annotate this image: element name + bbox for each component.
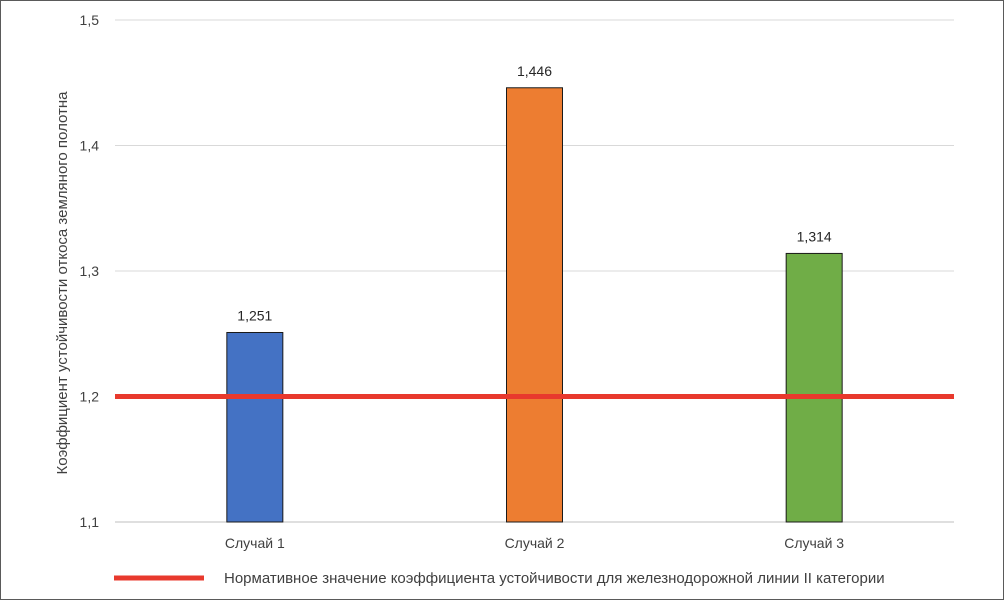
data-label: 1,314 [797,228,832,244]
bar [226,331,284,523]
x-tick-label: Случай 1 [225,535,285,551]
x-axis-categories: Случай 1 Случай 2 Случай 3 [225,535,844,551]
data-label: 1,446 [517,63,552,79]
legend: Нормативное значение коэффициента устойч… [114,570,885,587]
y-tick-label: 1,3 [80,263,100,279]
y-axis-ticks: 1,1 1,2 1,3 1,4 1,5 [80,12,100,530]
bar [785,252,843,523]
y-tick-label: 1,1 [80,514,100,530]
y-tick-label: 1,2 [80,389,100,405]
data-labels: 1,251 1,446 1,314 [237,63,832,324]
y-axis-title: Коэффициент устойчивости откоса земляног… [54,91,71,475]
x-tick-label: Случай 2 [505,535,565,551]
bars [226,87,843,523]
y-tick-label: 1,4 [80,138,100,154]
legend-label: Нормативное значение коэффициента устойч… [224,570,885,587]
x-tick-label: Случай 3 [784,535,844,551]
data-label: 1,251 [237,307,272,323]
y-tick-label: 1,5 [80,12,100,28]
bar [506,87,563,523]
